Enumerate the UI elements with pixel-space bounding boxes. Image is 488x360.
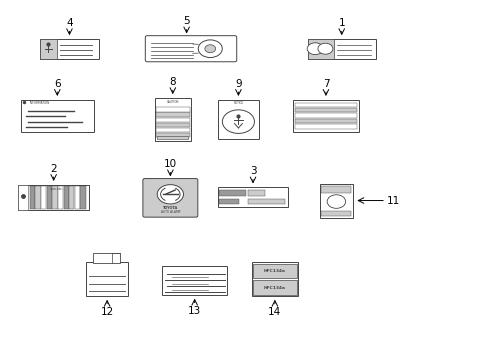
Text: 11: 11	[386, 195, 399, 206]
Text: AUTO ALARM: AUTO ALARM	[161, 210, 180, 214]
Bar	[46, 186, 52, 209]
Bar	[19, 185, 89, 210]
FancyBboxPatch shape	[145, 36, 236, 62]
FancyBboxPatch shape	[142, 179, 198, 217]
Bar	[156, 133, 189, 137]
Circle shape	[306, 43, 323, 55]
Text: 4: 4	[66, 18, 73, 28]
Bar	[294, 119, 356, 123]
Circle shape	[198, 40, 222, 58]
Bar	[63, 186, 69, 209]
Bar	[156, 128, 189, 132]
Bar	[75, 186, 80, 209]
Bar	[217, 187, 287, 207]
Bar	[253, 264, 296, 278]
Text: HFC134a: HFC134a	[264, 287, 285, 291]
Text: HFC134a: HFC134a	[264, 269, 285, 273]
Text: 2: 2	[50, 163, 57, 174]
Text: 7: 7	[322, 78, 328, 89]
Text: 10: 10	[163, 159, 177, 169]
Circle shape	[317, 43, 332, 54]
Bar	[217, 100, 259, 139]
Text: 14: 14	[268, 307, 281, 317]
Bar	[321, 186, 351, 193]
Bar	[294, 125, 356, 129]
Bar	[156, 112, 189, 117]
Bar	[219, 198, 239, 204]
Bar	[253, 280, 296, 295]
Circle shape	[204, 45, 215, 53]
Bar	[156, 118, 189, 122]
Text: TOYOTA: TOYOTA	[163, 206, 178, 210]
Bar	[154, 98, 191, 141]
Bar	[156, 123, 189, 127]
Text: 1: 1	[338, 18, 345, 28]
Text: NOTICE: NOTICE	[233, 102, 243, 105]
Bar	[156, 107, 189, 112]
Bar	[219, 190, 245, 196]
Bar	[40, 39, 57, 59]
Bar	[35, 186, 41, 209]
Bar	[162, 266, 227, 295]
Bar	[58, 186, 63, 209]
Bar	[52, 186, 58, 209]
Bar	[86, 262, 127, 296]
Bar	[247, 190, 264, 196]
Bar	[157, 136, 188, 139]
Bar	[307, 39, 375, 59]
Text: 3: 3	[249, 166, 256, 176]
Text: CAUTION: CAUTION	[166, 100, 179, 104]
Bar	[294, 113, 356, 118]
Text: 12: 12	[101, 307, 114, 317]
Bar	[21, 100, 94, 132]
Text: 5: 5	[183, 16, 189, 26]
Text: 8: 8	[169, 77, 176, 87]
Circle shape	[157, 185, 183, 204]
Bar	[321, 211, 351, 216]
Bar	[247, 198, 285, 204]
Bar	[294, 103, 356, 107]
Text: 6: 6	[54, 78, 61, 89]
Circle shape	[326, 195, 345, 208]
Bar	[251, 262, 297, 296]
Bar	[40, 39, 99, 59]
Bar	[69, 186, 74, 209]
Bar	[81, 186, 85, 209]
Bar	[292, 100, 358, 132]
Bar	[41, 186, 46, 209]
Circle shape	[222, 110, 254, 134]
Text: 9: 9	[235, 78, 241, 89]
Bar	[294, 108, 356, 112]
Bar	[93, 253, 119, 263]
Text: INFORMATION: INFORMATION	[30, 101, 50, 105]
Bar	[19, 185, 27, 210]
Text: 13: 13	[188, 306, 201, 316]
Bar	[30, 186, 35, 209]
Bar	[319, 184, 352, 217]
Text: ...barcode...: ...barcode...	[49, 187, 65, 191]
Bar	[307, 39, 333, 59]
